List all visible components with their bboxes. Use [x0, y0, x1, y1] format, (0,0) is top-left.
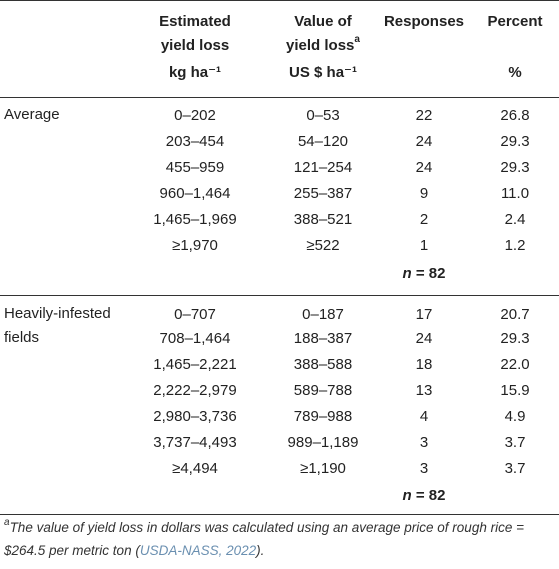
sample-size-heavily-infested: n = 82	[374, 486, 474, 506]
n-symbol: n	[402, 487, 412, 504]
table-row-cell: 24	[415, 330, 433, 347]
table-row-cell: 2.4	[504, 211, 526, 228]
table-row-cell: 960–1,464	[159, 185, 231, 202]
header-estimated-line1: Estimated	[159, 13, 231, 30]
n-value: = 82	[411, 487, 446, 504]
header-rule	[0, 97, 559, 98]
table-row-cell: 989–1,189	[287, 434, 359, 451]
header-value-unit: US $ ha⁻¹	[289, 64, 357, 81]
table-row-cell: 203–454	[165, 133, 225, 150]
footnote-mark: a	[4, 516, 10, 528]
top-rule	[0, 0, 559, 1]
footnote-text: The value of yield loss in dollars was c…	[4, 520, 524, 558]
table-row-cell: 1	[419, 237, 429, 254]
table-row-cell: 3	[419, 434, 429, 451]
table-row-cell: 2,222–2,979	[153, 382, 237, 399]
n-value: = 82	[411, 265, 446, 282]
table-row-cell: 29.3	[500, 330, 530, 347]
table-row-cell: 24	[415, 159, 433, 176]
table-row-cell: 1.2	[504, 237, 526, 254]
table-row-cell: 15.9	[500, 382, 530, 399]
table-row-cell: 22	[415, 107, 433, 124]
table-row-cell: 26.8	[500, 107, 530, 124]
group-label-average: Average	[4, 106, 60, 123]
table-row-cell: 0–187	[302, 306, 344, 323]
header-percent-unit: %	[508, 64, 522, 81]
table-row-cell: 4.9	[504, 408, 526, 425]
table-row-cell: ≥1,190	[300, 460, 346, 477]
table-row-cell: 121–254	[293, 159, 353, 176]
table-row-cell: 2	[419, 211, 429, 228]
header-value-line1: Value of	[294, 13, 352, 30]
table-row-cell: 11.0	[500, 185, 530, 202]
table-row-cell: 3,737–4,493	[153, 434, 237, 451]
table-row-cell: 18	[415, 356, 433, 373]
table-row-cell: 255–387	[293, 185, 353, 202]
table-row-cell: 0–707	[174, 306, 216, 323]
table-row-cell: ≥522	[306, 237, 340, 254]
header-estimated-line2: yield loss	[160, 37, 230, 54]
table-row-cell: 54–120	[297, 133, 349, 150]
table-row-cell: 589–788	[293, 382, 353, 399]
table-row-cell: 3.7	[504, 434, 526, 451]
sample-size-average: n = 82	[374, 264, 474, 284]
table-row-cell: 3	[419, 460, 429, 477]
header-value-line2: yield lossa	[258, 34, 388, 58]
table-row-cell: 1,465–2,221	[153, 356, 237, 373]
table-row-cell: 388–588	[293, 356, 353, 373]
table-row-cell: 17	[415, 306, 433, 323]
table-row-cell: 2,980–3,736	[153, 408, 237, 425]
table-row-cell: 4	[419, 408, 429, 425]
table-row-cell: 3.7	[504, 460, 526, 477]
table-row-cell: 708–1,464	[159, 330, 231, 347]
header-value-line2-text: yield loss	[286, 37, 355, 54]
footnote-end: ).	[256, 543, 265, 558]
group-label-heavily-infested-line2: fields	[4, 329, 40, 346]
table-row-cell: 29.3	[500, 133, 530, 150]
table-row-cell: 188–387	[293, 330, 353, 347]
table-row-cell: 29.3	[500, 159, 530, 176]
footnote-citation-link[interactable]: USDA-NASS, 2022	[139, 543, 257, 558]
header-responses: Responses	[383, 13, 465, 30]
table-row-cell: 0–53	[306, 107, 340, 124]
table-row-cell: ≥4,494	[172, 460, 218, 477]
group-divider-rule	[0, 295, 559, 296]
table-row-cell: 20.7	[500, 306, 530, 323]
n-symbol: n	[402, 265, 412, 282]
table-row-cell: 24	[415, 133, 433, 150]
table-row-cell: 455–959	[165, 159, 225, 176]
table-footnote: aThe value of yield loss in dollars was …	[4, 516, 556, 562]
table-row-cell: 9	[419, 185, 429, 202]
header-percent: Percent	[487, 13, 543, 30]
table-row-cell: 789–988	[293, 408, 353, 425]
table-row-cell: 0–202	[174, 107, 216, 124]
table-row-cell: 388–521	[293, 211, 353, 228]
footnote-mark-a: a	[354, 34, 360, 45]
table-row-cell: 1,465–1,969	[153, 211, 237, 228]
bottom-rule	[0, 514, 559, 515]
table-row-cell: 22.0	[500, 356, 530, 373]
table-row-cell: ≥1,970	[172, 237, 218, 254]
table-row-cell: 13	[415, 382, 433, 399]
group-label-heavily-infested: Heavily-infested	[4, 305, 111, 322]
header-estimated-unit: kg ha⁻¹	[168, 64, 222, 81]
